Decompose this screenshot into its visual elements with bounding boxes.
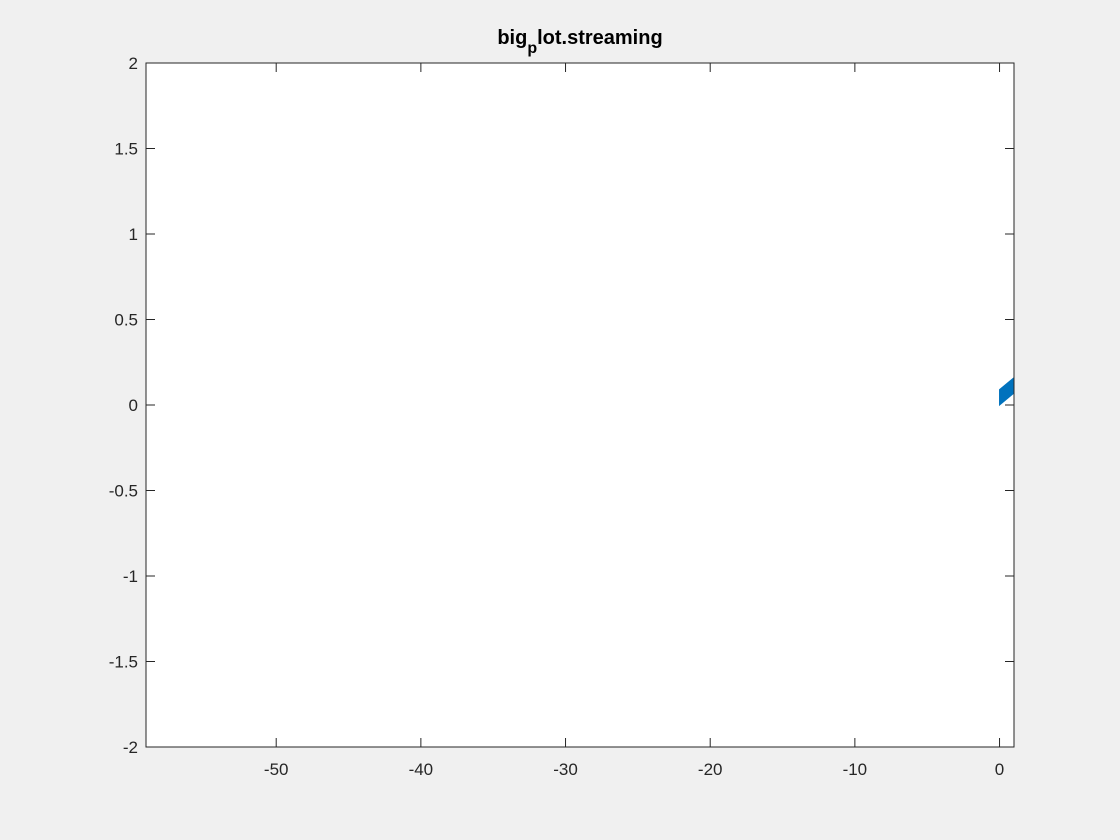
x-tick-label: 0 <box>995 760 1004 779</box>
x-tick-label: -40 <box>409 760 434 779</box>
chart-title-main: big <box>497 27 527 49</box>
x-axis: -50 -40 -30 -20 -10 0 <box>264 63 1004 779</box>
x-tick-label: -10 <box>843 760 868 779</box>
y-tick-label: 1.5 <box>114 140 138 159</box>
y-tick-label: 0.5 <box>114 311 138 330</box>
x-tick-label: -20 <box>698 760 723 779</box>
y-tick-label: 1 <box>129 225 138 244</box>
y-tick-label: -1 <box>123 567 138 586</box>
y-tick-label: -1.5 <box>109 653 138 672</box>
chart-title-subscript: p <box>527 40 537 57</box>
y-tick-label: -2 <box>123 738 138 757</box>
x-tick-label: -50 <box>264 760 289 779</box>
y-tick-label: 2 <box>129 54 138 73</box>
x-tick-label: -30 <box>553 760 578 779</box>
y-tick-label: -0.5 <box>109 482 138 501</box>
y-axis: -2 -1.5 -1 -0.5 0 0.5 1 1.5 2 <box>109 54 1014 757</box>
y-tick-label: 0 <box>129 396 138 415</box>
chart-title-rest: lot.streaming <box>537 27 663 49</box>
plot-area: -50 -40 -30 -20 -10 0 -2 -1.5 -1 -0.5 0 0.5 1 1.5 2 <box>109 54 1015 779</box>
axes-background <box>146 63 1014 747</box>
chart-title: bigplot.streaming <box>497 27 662 57</box>
